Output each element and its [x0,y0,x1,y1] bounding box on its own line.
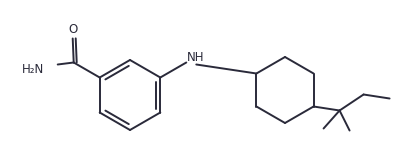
Text: NH: NH [187,51,205,64]
Text: H₂N: H₂N [21,63,44,76]
Text: O: O [68,23,77,36]
